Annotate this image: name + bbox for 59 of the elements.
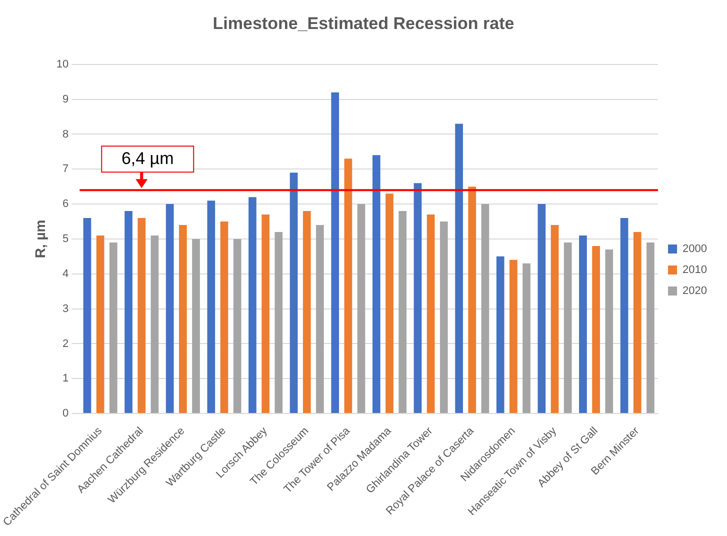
bar [192,238,200,414]
y-tick-label: 2 [62,338,69,350]
bar [426,214,435,414]
bar [316,225,324,414]
bar [179,225,187,414]
bar [398,211,406,414]
bar [620,218,628,414]
y-tick-label: 9 [62,93,69,106]
chart-title: Limestone_Estimated Recession rate [212,14,514,33]
y-tick-label: 6 [62,198,69,210]
bar [605,249,614,414]
bar [440,222,448,414]
bar [166,204,174,414]
bar [386,194,394,414]
y-tick-label: 7 [62,163,69,176]
bar [124,211,132,414]
ref-line-label: 6,4 µm [121,148,174,168]
y-axis-title: R, µm [32,220,48,258]
bar [633,232,642,414]
y-tick-label: 10 [56,58,69,70]
bar [150,235,159,414]
bar [579,235,587,414]
bar [220,222,228,414]
bar [109,242,118,414]
y-tick-label: 3 [62,302,69,315]
bar [331,92,340,414]
bar [522,263,530,414]
bar [83,218,92,414]
bar [372,155,380,414]
bar [468,186,476,414]
bar [455,124,463,414]
bar [138,218,146,414]
bar [550,225,559,414]
bar [262,214,270,414]
legend-label: 2000 [682,243,708,256]
bar [592,246,600,414]
bar [414,183,422,414]
y-tick-label: 1 [62,372,69,385]
bar [510,260,518,414]
bar [248,197,256,414]
y-tick-label: 8 [62,128,69,140]
bar [357,204,366,414]
bar [344,158,352,414]
bar [481,204,490,414]
bar [233,238,242,414]
legend-label: 2020 [682,285,708,298]
bar [290,172,298,414]
bar [646,242,654,414]
y-tick-label: 0 [62,408,69,420]
bar [96,235,104,414]
bar [302,211,311,414]
y-tick-label: 4 [62,268,69,280]
bar [538,204,546,414]
bar [207,200,216,414]
bar [274,232,283,414]
bar [564,242,572,414]
legend-label: 2010 [682,264,708,276]
y-tick-label: 5 [62,233,69,246]
bar [496,256,504,414]
